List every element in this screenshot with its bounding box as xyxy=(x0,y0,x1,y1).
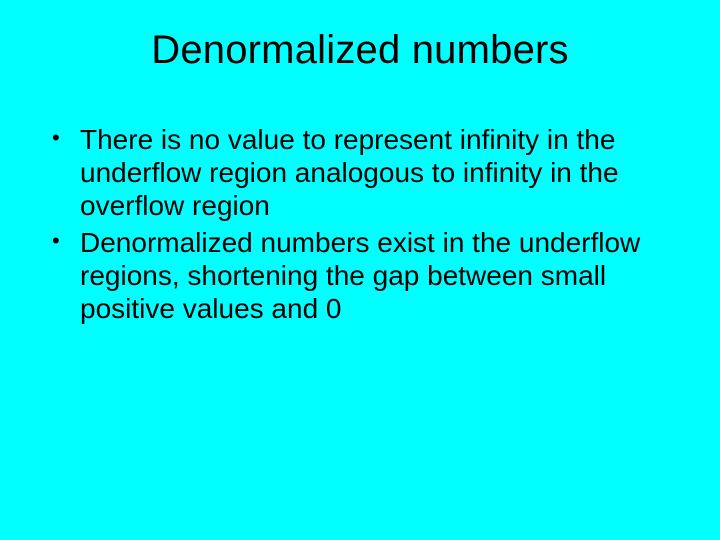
bullet-list: There is no value to represent infinity … xyxy=(40,123,680,325)
slide-title: Denormalized numbers xyxy=(40,28,680,73)
list-item: Denormalized numbers exist in the underf… xyxy=(46,226,680,325)
list-item: There is no value to represent infinity … xyxy=(46,123,680,222)
slide: Denormalized numbers There is no value t… xyxy=(0,0,720,540)
